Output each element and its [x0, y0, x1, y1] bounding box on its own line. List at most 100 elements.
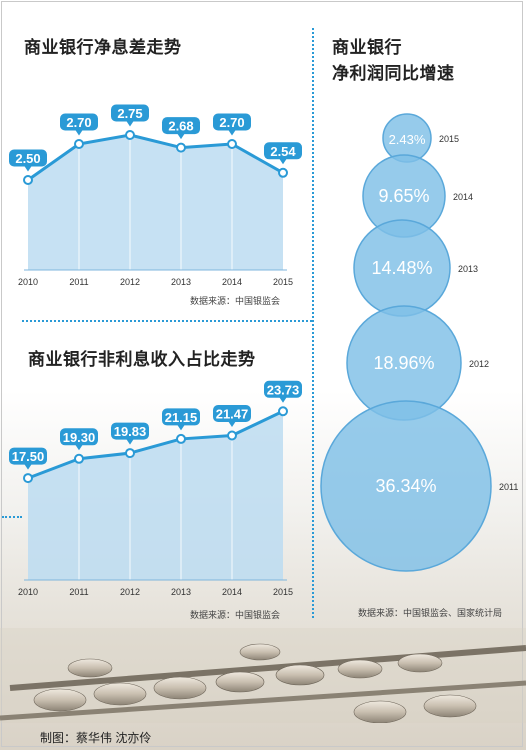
chart2-data-label-bg: [9, 447, 47, 465]
chart2-data-label-text: 17.50: [12, 449, 45, 464]
chart3-bubble-value: 9.65%: [378, 186, 429, 206]
chart3-bubble-year: 2015: [439, 134, 459, 144]
chart2-data-label-pointer: [228, 421, 236, 428]
chart1-data-label-text: 2.54: [270, 144, 296, 159]
chart3-bubble-value: 14.48%: [371, 258, 432, 278]
chart1-data-label-pointer: [177, 133, 185, 140]
chart1-x-tick: 2010: [18, 277, 38, 287]
chart3-bubble-year: 2014: [453, 192, 473, 202]
chart1-data-label-bg: [264, 142, 302, 160]
chart3-source: 数据来源：中国银监会、国家统计局: [358, 608, 503, 618]
chart1-data-label-bg: [9, 149, 47, 167]
chart2-source: 数据来源：中国银监会: [190, 610, 281, 620]
chart3-bubble: [346, 305, 462, 421]
chart3-bubble-value: 18.96%: [373, 353, 434, 373]
chart3-bubble-year: 2012: [469, 359, 489, 369]
chart2-data-label-text: 19.83: [114, 424, 147, 439]
chart3-title-line2: 净利润同比增速: [332, 64, 455, 83]
chart1-data-label-pointer: [24, 165, 32, 172]
chart1-data-label-text: 2.50: [15, 151, 40, 166]
chart1-data-label-pointer: [75, 129, 83, 136]
chart1-data-label: 2.70: [60, 113, 98, 136]
chart1-data-label: 2.50: [9, 149, 47, 172]
chart2-data-label-text: 21.15: [165, 410, 198, 425]
chart1-data-label: 2.75: [111, 104, 149, 127]
chart2-point: [176, 433, 186, 444]
chart2-point: [23, 473, 33, 484]
chart1-x-tick: 2015: [273, 277, 293, 287]
chart2-x-tick: 2014: [222, 587, 242, 597]
chart1-data-label-bg: [111, 104, 149, 122]
chart1-area: [28, 135, 283, 270]
chart2-data-label-bg: [111, 422, 149, 440]
chart1-series-line: [27, 133, 284, 182]
chart1-x-tick: 2013: [171, 277, 191, 287]
chart2-area: [28, 411, 283, 580]
chart3-bubble-year: 2013: [458, 264, 478, 274]
chart1-point: [74, 139, 84, 149]
chart1-x-tick: 2011: [69, 277, 88, 287]
chart1-data-label-text: 2.70: [219, 115, 244, 130]
chart2-data-label-bg: [264, 380, 302, 398]
chart1-data-label-pointer: [126, 120, 134, 127]
chart2-point: [227, 430, 237, 441]
chart3-bubble: [382, 113, 432, 163]
chart3-bubble-value: 2.43%: [389, 132, 426, 147]
chart2-data-label-bg: [60, 428, 98, 446]
chart2-data-label-pointer: [75, 444, 83, 451]
chart3-bubble-value: 36.34%: [375, 476, 436, 496]
chart2-point: [74, 453, 84, 464]
chart1-data-label: 2.54: [264, 142, 302, 165]
chart1-x-tick: 2014: [222, 277, 242, 287]
chart3-bubble: [362, 154, 446, 238]
chart2-point: [278, 406, 288, 417]
left-edge-tick: [2, 516, 22, 518]
chart2-data-label-bg: [162, 408, 200, 426]
chart2-data-label-pointer: [177, 424, 185, 431]
chart2-data-label-pointer: [126, 438, 134, 445]
chart2-point: [125, 448, 135, 459]
chart2-data-label-text: 21.47: [216, 407, 249, 422]
horizontal-separator: [22, 320, 312, 322]
chart2-data-label: 17.50: [9, 447, 47, 470]
chart1-data-label-pointer: [228, 129, 236, 136]
chart1-data-label-bg: [213, 113, 251, 131]
chart3-bubble: [353, 219, 451, 317]
chart1-point: [278, 167, 288, 178]
chart2-title: 商业银行非利息收入占比走势: [28, 350, 256, 369]
chart2-data-label: 21.47: [213, 405, 251, 428]
chart1-data-label-bg: [60, 113, 98, 131]
chart1-source: 数据来源：中国银监会: [190, 296, 281, 306]
chart2-data-label: 19.30: [60, 428, 98, 451]
chart2-data-label: 23.73: [264, 380, 302, 403]
chart1-data-label: 2.68: [162, 117, 200, 140]
chart2-data-label: 19.83: [111, 422, 149, 445]
chart1-data-label-bg: [162, 117, 200, 135]
chart1-title: 商业银行净息差走势: [24, 38, 182, 57]
chart1-point: [176, 142, 186, 153]
chart1-point: [227, 139, 237, 149]
chart2-x-tick: 2011: [69, 587, 88, 597]
chart1-point: [125, 130, 135, 140]
chart1-point: [23, 175, 33, 185]
chart1-data-label-text: 2.70: [66, 115, 91, 130]
chart3-bubble-year: 2011: [499, 482, 518, 492]
vertical-separator: [312, 28, 314, 618]
abacus-background-image: [0, 628, 526, 723]
chart2-x-tick: 2015: [273, 587, 293, 597]
chart2-data-label: 21.15: [162, 408, 200, 431]
chart2-data-label-text: 23.73: [267, 382, 300, 397]
chart2-data-label-bg: [213, 405, 251, 423]
chart2-data-label-pointer: [279, 396, 287, 403]
credit-line: 制图：蔡华伟 沈亦伶: [40, 731, 152, 745]
chart2-x-tick: 2012: [120, 587, 140, 597]
chart2-x-tick: 2010: [18, 587, 38, 597]
chart3-bubble: [320, 400, 492, 572]
chart1-data-label-text: 2.68: [168, 119, 193, 134]
chart2-data-label-text: 19.30: [63, 430, 96, 445]
chart1-data-label-text: 2.75: [117, 106, 142, 121]
chart2-data-label-pointer: [24, 463, 32, 470]
chart2-series-line: [27, 409, 284, 480]
chart3-title-line1: 商业银行: [332, 38, 402, 57]
